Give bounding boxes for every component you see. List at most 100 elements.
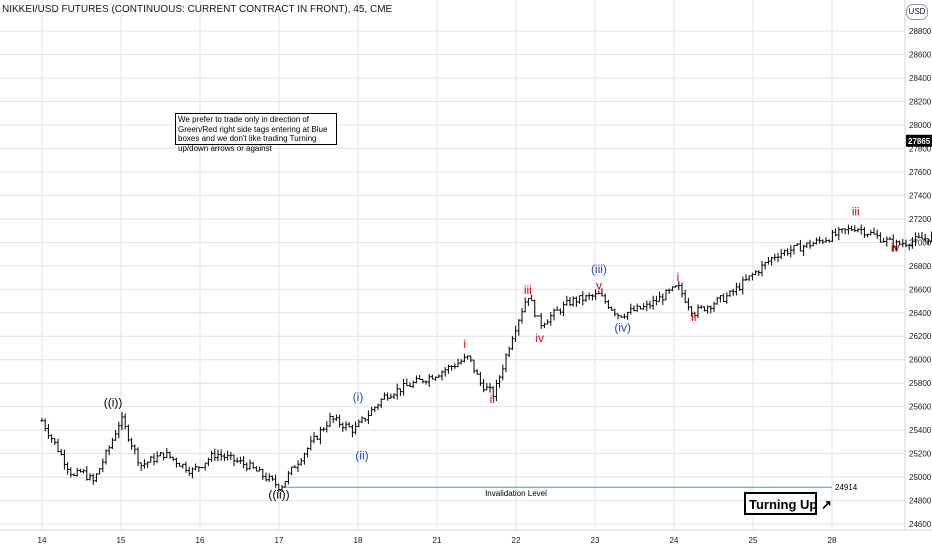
- ohlc-bar: [242, 456, 246, 469]
- ohlc-bar: [434, 376, 438, 381]
- ohlc-bar: [120, 412, 124, 431]
- last-price-label: 27865: [908, 137, 931, 146]
- wave-label: iv: [891, 241, 900, 255]
- y-tick-label: 26600: [909, 285, 932, 294]
- ohlc-bar: [82, 469, 86, 474]
- ohlc-bar: [699, 305, 703, 309]
- wave-label: ii: [691, 310, 696, 324]
- ohlc-bar: [795, 243, 799, 247]
- ohlc-bar: [706, 305, 710, 314]
- ohlc-bar: [421, 378, 425, 384]
- ohlc-bar: [658, 291, 662, 302]
- ohlc-bar: [709, 305, 713, 314]
- ohlc-bar: [222, 453, 226, 462]
- ohlc-bar: [898, 240, 902, 246]
- ohlc-bar: [558, 308, 562, 315]
- ohlc-bar: [827, 239, 831, 243]
- ohlc-bar: [776, 252, 780, 263]
- ohlc-bar: [613, 308, 617, 317]
- wave-label: i: [463, 337, 466, 351]
- ohlc-bar: [261, 468, 265, 480]
- ohlc-bar: [254, 466, 258, 472]
- ohlc-bar: [635, 303, 639, 312]
- ohlc-bar: [693, 311, 697, 318]
- ohlc-bar: [440, 370, 444, 381]
- ohlc-bar: [338, 414, 342, 428]
- ohlc-bar: [507, 346, 511, 358]
- ohlc-bar: [366, 410, 370, 425]
- ohlc-bar: [546, 319, 550, 325]
- ohlc-bar: [123, 413, 127, 430]
- turning-up-box: Turning Up ↗: [744, 492, 832, 515]
- ohlc-bar: [360, 416, 364, 424]
- currency-badge[interactable]: USD: [906, 4, 928, 20]
- ohlc-bar: [437, 374, 441, 378]
- ohlc-bar: [264, 472, 268, 482]
- ohlc-bar: [792, 244, 796, 255]
- x-tick-label: 22: [512, 536, 521, 545]
- ohlc-bar: [565, 295, 569, 306]
- invalidation-price-label: 24914: [835, 483, 858, 492]
- ohlc-bar: [130, 437, 134, 450]
- ohlc-bar: [98, 468, 102, 475]
- ohlc-bar: [88, 473, 92, 481]
- ohlc-bar: [370, 406, 374, 416]
- ohlc-bar: [178, 462, 182, 467]
- ohlc-bar: [152, 453, 156, 466]
- ohlc-bar: [475, 369, 479, 375]
- ohlc-bar: [616, 313, 620, 320]
- ohlc-bar: [133, 444, 137, 455]
- ohlc-bar: [757, 270, 761, 276]
- ohlc-bar: [402, 379, 406, 396]
- invalidation-label: Invalidation Level: [485, 489, 547, 498]
- ohlc-bar: [738, 282, 742, 291]
- ohlc-bar: [760, 261, 764, 277]
- y-tick-label: 27800: [909, 144, 932, 153]
- ohlc-bar: [597, 290, 601, 295]
- ohlc-bar: [206, 457, 210, 466]
- ohlc-bar: [491, 386, 495, 399]
- ohlc-bar: [798, 239, 802, 252]
- ohlc-bar: [587, 292, 591, 301]
- ohlc-bar: [741, 276, 745, 295]
- ohlc-bar: [680, 282, 684, 298]
- wave-labels: ((i))((ii))(i)(ii)iiiiiiiv(iii)v(iv)iiii…: [104, 204, 900, 501]
- ohlc-bar: [498, 375, 502, 388]
- ohlc-bar: [466, 355, 470, 360]
- ohlc-bar: [56, 438, 60, 453]
- ohlc-bar: [238, 456, 242, 464]
- ohlc-bar: [363, 417, 367, 422]
- x-tick-label: 16: [196, 536, 205, 545]
- ohlc-bar: [920, 232, 924, 240]
- chart-title: NIKKEI/USD FUTURES (CONTINUOUS: CURRENT …: [2, 4, 393, 15]
- ohlc-bar: [885, 236, 889, 247]
- ohlc-bar: [418, 374, 422, 380]
- ohlc-bar: [69, 467, 73, 478]
- wave-label: v: [596, 278, 602, 292]
- ohlc-bar: [533, 299, 537, 318]
- ohlc-bar: [590, 293, 594, 301]
- ohlc-bar: [306, 447, 310, 458]
- ohlc-bar: [869, 229, 873, 236]
- ohlc-bar: [91, 473, 95, 485]
- y-tick-label: 28600: [909, 50, 932, 59]
- ohlc-bar: [62, 449, 66, 470]
- ohlc-bar: [702, 306, 706, 312]
- ohlc-bar: [686, 297, 690, 311]
- ohlc-bar: [117, 421, 121, 439]
- ohlc-bar: [773, 253, 777, 261]
- ohlc-bar: [862, 227, 866, 238]
- ohlc-bar: [629, 303, 633, 315]
- y-tick-label: 28200: [909, 97, 932, 106]
- ohlc-bar: [782, 249, 786, 256]
- ohlc-bar: [197, 466, 201, 473]
- ohlc-bar: [190, 467, 194, 479]
- ohlc-bar: [878, 232, 882, 243]
- ohlc-bar: [299, 457, 303, 466]
- ohlc-bar: [274, 474, 278, 488]
- ohlc-bar: [779, 249, 783, 260]
- ohlc-bar: [469, 355, 473, 363]
- ohlc-bar: [184, 461, 188, 473]
- ohlc-bar: [824, 237, 828, 243]
